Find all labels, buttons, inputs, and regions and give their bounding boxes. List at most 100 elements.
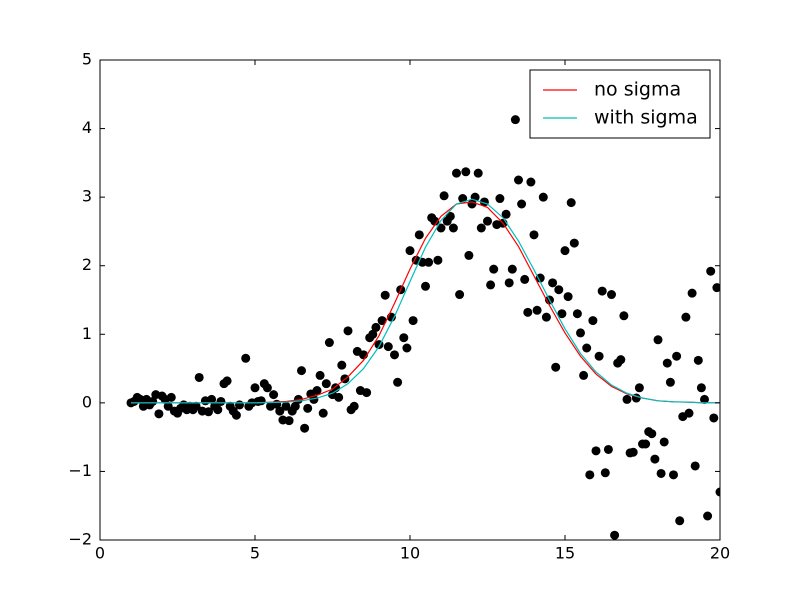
scatter-point: [204, 407, 213, 417]
scatter-point: [148, 396, 158, 406]
scatter-point: [334, 392, 344, 402]
scatter-point: [368, 329, 378, 339]
scatter-point: [541, 312, 551, 322]
scatter-point: [662, 358, 672, 368]
scatter-point: [231, 410, 241, 420]
scatter-point: [610, 530, 620, 540]
scatter-point: [715, 487, 720, 497]
scatter-point: [603, 444, 613, 454]
y-tick-label: 5: [82, 50, 92, 69]
scatter-point: [616, 355, 626, 365]
scatter-point: [402, 343, 412, 353]
scatter-point: [250, 383, 260, 393]
scatter-point: [510, 115, 520, 125]
scatter-point: [693, 355, 703, 365]
scatter-point: [520, 274, 530, 284]
scatter-point: [371, 322, 381, 332]
scatter-point: [445, 211, 455, 221]
scatter-point: [461, 167, 471, 177]
scatter-point: [343, 326, 353, 336]
scatter-point: [455, 290, 465, 300]
scatter-point: [566, 198, 576, 208]
y-tick-label: −2: [68, 530, 92, 549]
scatter-point: [675, 516, 685, 526]
scatter-point: [650, 454, 660, 464]
scatter-point: [216, 396, 226, 406]
scatter-point: [135, 394, 145, 404]
scatter-point: [424, 257, 434, 267]
scatter-point: [696, 383, 706, 393]
scatter-point: [560, 246, 570, 256]
y-tick-label: −1: [68, 461, 92, 480]
scatter-point: [405, 246, 415, 256]
scatter-point: [709, 413, 719, 423]
scatter-point: [408, 316, 418, 326]
scatter-point: [576, 328, 585, 338]
scatter-point: [672, 351, 682, 361]
scatter-point: [256, 396, 266, 406]
scatter-point: [647, 429, 657, 439]
scatter-point: [362, 388, 372, 398]
scatter-point: [483, 216, 492, 226]
scatter-point: [194, 372, 204, 382]
y-tick-label: 4: [82, 118, 92, 137]
scatter-point: [464, 250, 474, 260]
scatter-point: [486, 280, 496, 290]
scatter-point: [700, 394, 709, 404]
scatter-point: [303, 403, 313, 413]
scatter-point: [321, 379, 331, 389]
scatter-point: [163, 401, 173, 411]
scatter-point: [284, 416, 294, 426]
y-tick-label: 0: [82, 392, 92, 411]
scatter-point: [448, 223, 458, 233]
scatter-point: [569, 238, 579, 248]
scatter-point: [706, 266, 716, 276]
plot-area: [126, 115, 720, 540]
scatter-point: [607, 290, 616, 300]
scatter-point: [504, 278, 514, 288]
scatter-point: [324, 338, 334, 348]
scatter-point: [656, 468, 666, 478]
y-tick-label: 2: [82, 255, 92, 274]
scatter-point: [585, 470, 595, 480]
scatter-point: [659, 437, 669, 447]
x-tick-label: 5: [250, 544, 260, 563]
scatter-point: [315, 370, 325, 380]
scatter-point: [572, 309, 582, 319]
scatter-point: [222, 376, 232, 386]
scatter-point: [421, 281, 430, 291]
scatter-point: [594, 351, 604, 361]
scatter-point: [191, 401, 201, 411]
scatter-point: [554, 285, 564, 295]
scatter-point: [579, 370, 589, 380]
scatter-point: [507, 264, 517, 274]
scatter-point: [690, 461, 700, 471]
scatter-point: [300, 423, 310, 433]
scatter-point: [597, 286, 607, 296]
scatter-point: [269, 390, 279, 400]
x-tick-label: 20: [710, 544, 730, 563]
scatter-point: [684, 408, 694, 418]
legend-label: with sigma: [594, 107, 698, 129]
scatter-point: [712, 283, 720, 293]
scatter-point: [582, 343, 592, 353]
scatter-point: [349, 401, 359, 411]
scatter-point: [489, 264, 499, 274]
scatter-point: [399, 333, 409, 343]
scatter-point: [548, 278, 558, 288]
scatter-point: [383, 342, 393, 352]
scatter-point: [207, 394, 217, 404]
scatter-point: [290, 401, 300, 411]
scatter-point: [281, 401, 291, 411]
y-tick-label: 3: [82, 187, 92, 206]
legend-label: no sigma: [594, 79, 681, 101]
scatter-point: [154, 409, 164, 419]
scatter-point: [628, 447, 638, 457]
scatter-point: [588, 316, 598, 326]
x-tick-label: 0: [95, 544, 105, 563]
legend: no sigma with sigma: [529, 69, 711, 139]
scatter-point: [297, 366, 306, 376]
scatter-point: [476, 223, 486, 233]
